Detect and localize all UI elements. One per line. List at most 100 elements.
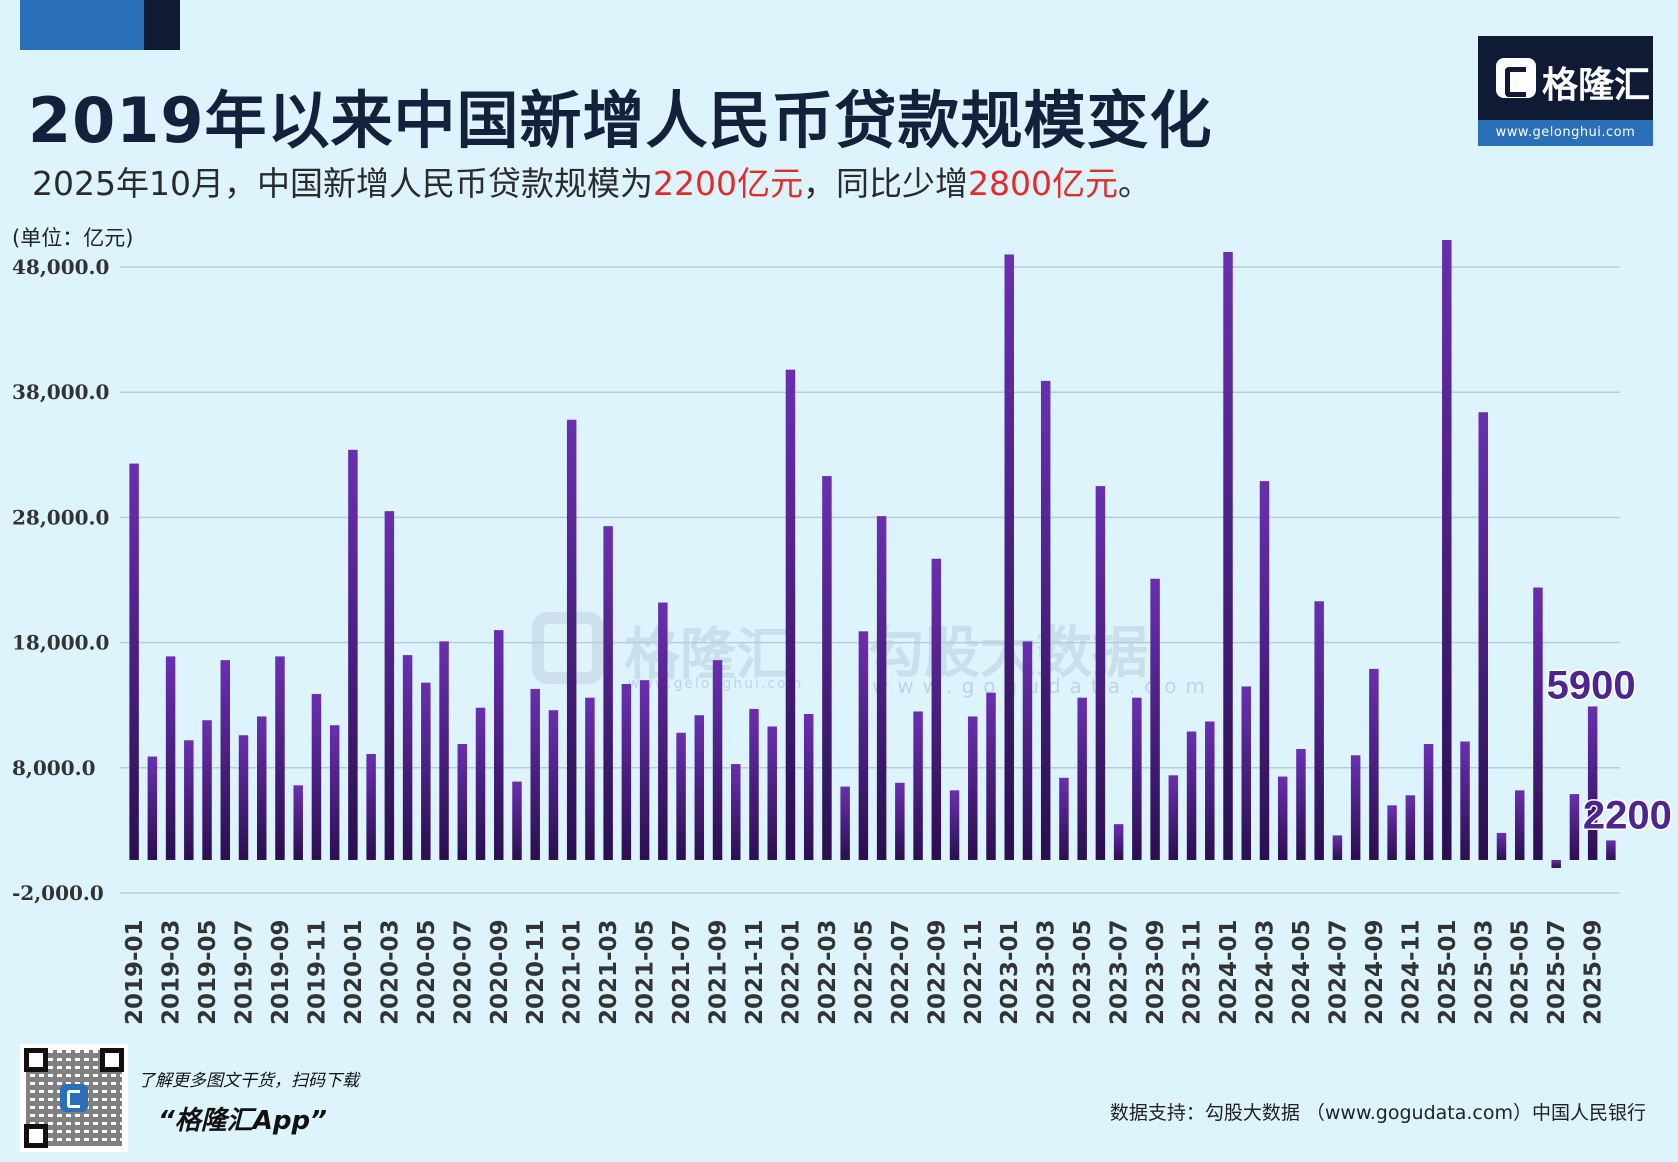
app-name: “格隆汇App” [158, 1106, 327, 1136]
x-tick-label: 2025-03 [1471, 919, 1497, 1025]
bar-2020-03 [384, 511, 395, 860]
x-tick-label: 2023-11 [1180, 919, 1206, 1025]
bar-2020-11 [530, 688, 540, 860]
x-tick-label: 2022-11 [961, 919, 987, 1025]
bar-2022-10 [949, 790, 960, 860]
bar-2019-09 [275, 656, 285, 860]
x-tick-label: 2021-01 [560, 919, 586, 1025]
x-tick-label: 2022-05 [851, 919, 877, 1025]
x-tick-label: 2025-01 [1435, 919, 1461, 1025]
qr-code[interactable] [20, 1044, 128, 1152]
bar-2021-08 [694, 715, 705, 860]
bar-2022-03 [822, 476, 832, 860]
bar-2021-06 [658, 602, 668, 860]
x-tick-label: 2022-01 [778, 919, 804, 1025]
bar-2019-12 [329, 725, 340, 860]
bar-chart: -2,000.0 8,000.0 18,000.0 28,000.0 38,000.0 4… [12, 240, 1673, 1025]
bar-2023-09 [1150, 578, 1160, 860]
x-tick-label: 2019-05 [195, 919, 221, 1025]
bar-2022-09 [931, 558, 942, 860]
x-tick-label: 2024-09 [1362, 919, 1388, 1025]
bar-2022-12 [986, 692, 996, 860]
bar-2021-10 [731, 764, 741, 860]
bar-2019-08 [256, 716, 267, 860]
bar-2025-01 [1442, 240, 1452, 860]
bar-2023-10 [1168, 775, 1179, 860]
bar-2025-03 [1478, 412, 1489, 860]
x-tick-label: 2019-11 [304, 919, 330, 1025]
bar-2022-02 [803, 713, 814, 860]
x-tick-label: 2020-09 [487, 919, 513, 1025]
bar-2021-02 [585, 697, 595, 860]
x-tick-label: 2021-03 [596, 919, 622, 1025]
logo-name: 格隆汇 [1542, 65, 1651, 106]
bar-2020-04 [402, 655, 413, 860]
bar-2023-07 [1113, 824, 1124, 860]
x-tick-label: 2019-07 [232, 919, 258, 1025]
bar-2023-11 [1186, 731, 1197, 860]
subtitle-yoy-value: 2800亿元 [967, 164, 1118, 203]
bar-2024-09 [1369, 668, 1379, 860]
bar-2022-05 [858, 631, 869, 860]
bar-2023-01 [1004, 254, 1014, 860]
top-accent-block [144, 0, 180, 50]
x-tick-label: 2020-03 [377, 919, 403, 1025]
bar-2021-04 [621, 683, 632, 860]
x-tick-label: 2022-09 [924, 919, 950, 1025]
x-tick-label: 2024-03 [1252, 919, 1278, 1025]
data-source: 数据支持：勾股大数据 （www.gogudata.com）中国人民银行 [1109, 1102, 1646, 1124]
bar-2024-10 [1387, 805, 1397, 860]
bar-2019-04 [184, 740, 194, 860]
bar-2020-05 [421, 682, 431, 860]
x-tick-label: 2021-07 [669, 919, 695, 1025]
x-tick-label: 2023-09 [1143, 919, 1169, 1025]
bar-2020-10 [512, 781, 522, 860]
bar-2024-07 [1332, 835, 1343, 860]
watermark-gelonghui: 格隆汇 [624, 623, 792, 688]
top-accent-bar [20, 0, 144, 50]
bar-2024-04 [1277, 776, 1288, 860]
bar-2024-08 [1350, 755, 1361, 860]
y-tick-label: 8,000.0 [12, 756, 96, 780]
bar-2020-02 [366, 754, 376, 860]
bar-2025-08 [1569, 794, 1580, 860]
x-tick-label: 2024-11 [1398, 919, 1424, 1025]
bar-2025-02 [1460, 741, 1470, 860]
bar-2019-11 [311, 693, 322, 860]
qr-finder [24, 1048, 48, 1072]
x-tick-label: 2023-03 [1034, 919, 1060, 1025]
subtitle-loan-value: 2200亿元 [652, 164, 803, 203]
x-tick-label: 2024-07 [1325, 919, 1351, 1025]
subtitle-prefix: 2025年10月，中国新增人民币贷款规模为 [32, 164, 653, 203]
bar-2022-04 [840, 786, 850, 860]
bar-2023-08 [1132, 697, 1142, 860]
bar-2023-04 [1059, 777, 1069, 860]
x-tick-label: 2021-11 [742, 919, 768, 1025]
bar-2019-01 [129, 463, 139, 860]
x-tick-label: 2023-01 [997, 919, 1023, 1025]
x-tick-label: 2024-01 [1216, 919, 1242, 1025]
bar-2021-03 [603, 526, 613, 860]
data-label-2025-10: 2200 [1583, 793, 1672, 837]
x-tick-label: 2019-01 [122, 919, 148, 1025]
y-tick-label: 48,000.0 [12, 255, 109, 279]
x-tick-label: 2023-05 [1070, 919, 1096, 1025]
gelonghui-logo[interactable]: 格隆汇 www.gelonghui.com [1478, 36, 1653, 146]
logo-url: www.gelonghui.com [1478, 120, 1653, 146]
x-tick-label: 2022-07 [888, 919, 914, 1025]
qr-caption: 了解更多图文干货，扫码下载 [138, 1071, 359, 1091]
bar-2021-05 [639, 680, 650, 860]
x-tick-label: 2022-03 [815, 919, 841, 1025]
bar-2024-03 [1259, 481, 1270, 860]
x-tick-label: 2025-07 [1544, 919, 1570, 1025]
bar-2022-06 [876, 516, 887, 860]
bar-2022-11 [968, 716, 978, 860]
bar-2020-06 [439, 641, 449, 860]
bar-2019-03 [165, 656, 176, 860]
bar-2024-02 [1241, 686, 1251, 860]
bar-2020-01 [348, 449, 358, 860]
bar-2024-05 [1296, 749, 1306, 860]
bar-2019-06 [220, 660, 231, 860]
unit-label: (单位：亿元) [12, 226, 134, 250]
bar-2021-12 [767, 726, 777, 860]
